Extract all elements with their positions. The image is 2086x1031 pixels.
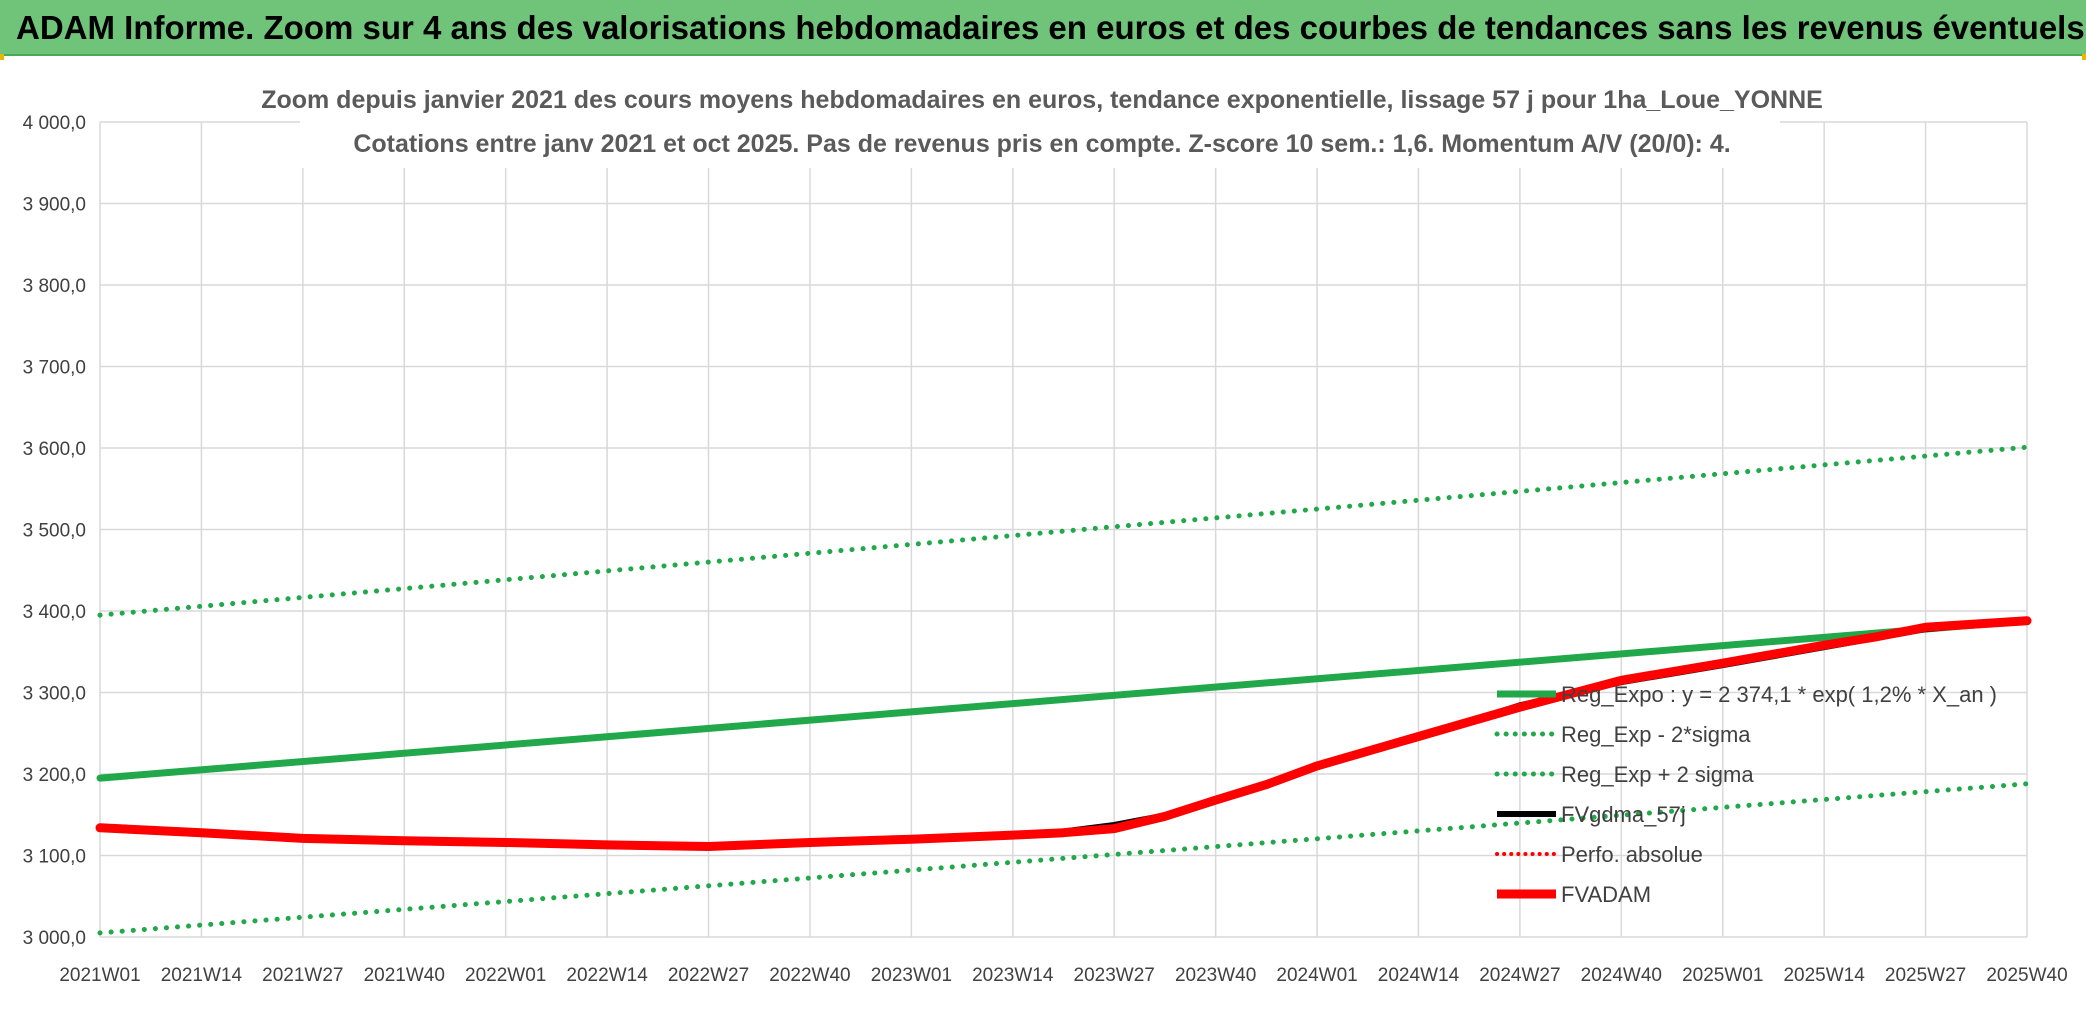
x-tick-label: 2025W01 bbox=[1682, 965, 1763, 986]
legend: Reg_Expo : y = 2 374,1 * exp( 1,2% * X_a… bbox=[1494, 682, 1997, 907]
y-tick-label: 3 300,0 bbox=[23, 684, 86, 705]
chart-title-line2: Cotations entre janv 2021 et oct 2025. P… bbox=[353, 130, 1730, 158]
x-tick-label: 2021W40 bbox=[364, 965, 445, 986]
x-tick-label: 2021W27 bbox=[262, 965, 343, 986]
x-tick-label: 2022W27 bbox=[668, 965, 749, 986]
y-tick-label: 3 700,0 bbox=[23, 358, 86, 379]
series-lines bbox=[95, 444, 2032, 936]
series-line-0 bbox=[96, 617, 2031, 782]
y-tick-label: 3 100,0 bbox=[23, 847, 86, 868]
chart-title-line1: Zoom depuis janvier 2021 des cours moyen… bbox=[261, 86, 1823, 114]
series-line-1 bbox=[97, 781, 2030, 936]
x-tick-label: 2021W14 bbox=[161, 965, 243, 986]
x-tick-label: 2021W01 bbox=[59, 965, 140, 986]
legend-label-reg-exp-plus: Reg_Exp + 2 sigma bbox=[1561, 762, 1754, 787]
y-tick-label: 3 600,0 bbox=[23, 439, 86, 460]
header-bar: ADAM Informe. Zoom sur 4 ans des valoris… bbox=[0, 0, 2086, 56]
legend-label-fvgdma: FVgdma_57j bbox=[1561, 802, 1686, 827]
y-tick-label: 3 000,0 bbox=[23, 928, 86, 949]
y-axis-ticks: 3 000,0 3 100,0 3 200,0 3 300,0 3 400,0 3 500… bbox=[23, 113, 86, 949]
series-line-5 bbox=[95, 616, 2032, 851]
page-title: ADAM Informe. Zoom sur 4 ans des valoris… bbox=[16, 9, 2085, 46]
x-tick-label: 2025W14 bbox=[1783, 965, 1865, 986]
chart-title-background bbox=[300, 76, 1780, 168]
y-tick-label: 3 400,0 bbox=[23, 602, 86, 623]
x-tick-label: 2023W27 bbox=[1074, 965, 1155, 986]
corner-marker-right bbox=[2082, 54, 2086, 60]
x-tick-label: 2023W14 bbox=[972, 965, 1054, 986]
y-tick-label: 3 800,0 bbox=[23, 276, 86, 297]
legend-label-reg-expo: Reg_Expo : y = 2 374,1 * exp( 1,2% * X_a… bbox=[1561, 682, 1997, 707]
x-axis-ticks: 2021W01 2021W14 2021W27 2021W40 2022W01 2022W… bbox=[59, 965, 2067, 986]
x-tick-label: 2023W40 bbox=[1175, 965, 1256, 986]
x-tick-label: 2024W27 bbox=[1479, 965, 1560, 986]
x-tick-label: 2023W01 bbox=[871, 965, 952, 986]
y-tick-label: 3 200,0 bbox=[23, 765, 86, 786]
y-tick-label: 3 900,0 bbox=[23, 195, 86, 216]
x-tick-label: 2024W14 bbox=[1378, 965, 1460, 986]
x-tick-label: 2024W01 bbox=[1276, 965, 1357, 986]
legend-label-reg-exp-minus: Reg_Exp - 2*sigma bbox=[1561, 722, 1751, 747]
series-line-2 bbox=[97, 444, 2030, 618]
x-tick-label: 2022W14 bbox=[566, 965, 648, 986]
legend-label-fvadam: FVADAM bbox=[1561, 882, 1651, 907]
y-tick-label: 3 500,0 bbox=[23, 521, 86, 542]
x-tick-label: 2022W40 bbox=[769, 965, 850, 986]
x-tick-label: 2025W27 bbox=[1885, 965, 1966, 986]
x-tick-label: 2022W01 bbox=[465, 965, 546, 986]
x-tick-label: 2025W40 bbox=[1986, 965, 2067, 986]
x-tick-label: 2024W40 bbox=[1581, 965, 1662, 986]
y-tick-label: 4 000,0 bbox=[23, 113, 86, 134]
legend-label-perfo-absolue: Perfo. absolue bbox=[1561, 842, 1703, 867]
corner-marker-left bbox=[0, 54, 4, 60]
